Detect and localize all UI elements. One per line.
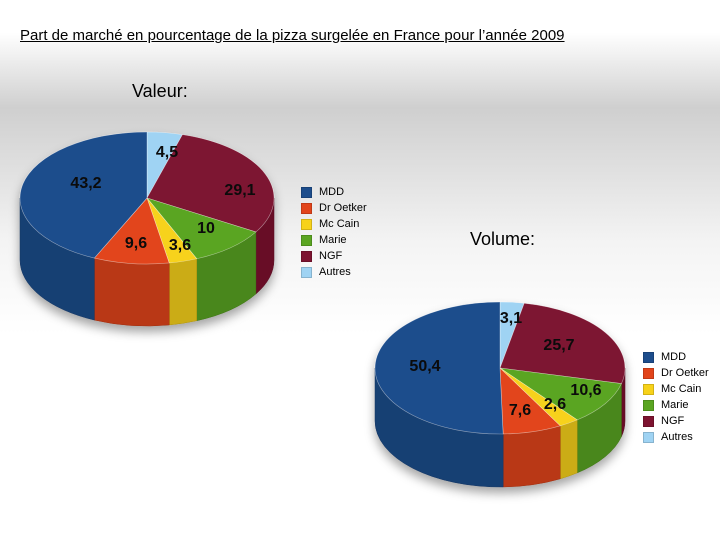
chart-title-valeur: Valeur: xyxy=(132,81,188,101)
pie-slice-ngf xyxy=(499,302,626,384)
legend-swatch xyxy=(643,383,654,395)
legend-item-marie: Marie xyxy=(643,397,709,413)
legend-item-dr-oetker: Dr Oetker xyxy=(643,365,709,381)
legend-swatch xyxy=(301,218,312,230)
data-label-ngf: 25,7 xyxy=(543,337,574,354)
data-label-mc-cain: 3,6 xyxy=(169,237,191,254)
legend-label: Autres xyxy=(661,431,693,443)
data-label-mdd: 50,4 xyxy=(409,358,440,375)
legend-swatch xyxy=(643,351,654,363)
legend-swatch xyxy=(301,186,312,198)
legend-valeur: MDD Dr Oetker Mc Cain Marie NGF Autres xyxy=(301,184,367,280)
legend-item-dr-oetker: Dr Oetker xyxy=(301,200,367,216)
pie-chart-volume: 50,4 7,6 2,610,6 25,7 3,1 xyxy=(374,301,626,488)
legend-label: Marie xyxy=(319,234,347,246)
data-label-dr-oetker: 7,6 xyxy=(509,402,531,419)
pie-slice-mdd xyxy=(374,301,504,435)
legend-item-autres: Autres xyxy=(643,429,709,445)
pie-side-mc-cain xyxy=(559,419,578,480)
legend-swatch xyxy=(301,250,312,262)
legend-swatch xyxy=(301,234,312,246)
data-label-autres: 4,5 xyxy=(156,144,178,161)
pie-side-dr-oetker xyxy=(502,425,561,488)
legend-label: Mc Cain xyxy=(661,383,702,395)
pie-slice-marie xyxy=(499,367,622,421)
legend-item-mc-cain: Mc Cain xyxy=(301,216,367,232)
legend-item-marie: Marie xyxy=(301,232,367,248)
legend-label: NGF xyxy=(319,250,343,262)
legend-label: MDD xyxy=(661,351,687,363)
data-label-ngf: 29,1 xyxy=(224,182,255,199)
legend-swatch xyxy=(301,202,312,214)
legend-label: Marie xyxy=(661,399,689,411)
legend-label: NGF xyxy=(661,415,685,427)
pie-chart-valeur: 43,2 9,6 3,6 10 29,1 4,5 xyxy=(19,131,275,327)
chart-title-volume: Volume: xyxy=(470,229,536,249)
pie-side-dr-oetker xyxy=(94,257,170,327)
legend-volume: MDD Dr Oetker Mc Cain Marie NGF Autres xyxy=(643,349,709,445)
data-label-marie: 10,6 xyxy=(570,382,601,399)
legend-label: Dr Oetker xyxy=(319,202,367,214)
legend-item-ngf: NGF xyxy=(643,413,709,429)
legend-item-mdd: MDD xyxy=(301,184,367,200)
legend-label: Mc Cain xyxy=(319,218,360,230)
legend-label: Autres xyxy=(319,266,351,278)
data-label-marie: 10 xyxy=(197,220,215,237)
page-title: Part de marché en pourcentage de la pizz… xyxy=(20,27,565,44)
pie-slice-dr-oetker xyxy=(93,197,170,265)
legend-swatch xyxy=(301,266,312,278)
data-label-mc-cain: 2,6 xyxy=(544,396,566,413)
legend-label: MDD xyxy=(319,186,345,198)
legend-swatch xyxy=(643,399,654,411)
legend-item-mdd: MDD xyxy=(643,349,709,365)
pie-slice-marie xyxy=(146,197,257,260)
legend-swatch xyxy=(643,367,654,379)
data-label-autres: 3,1 xyxy=(500,310,522,327)
legend-item-autres: Autres xyxy=(301,264,367,280)
legend-swatch xyxy=(643,431,654,443)
data-label-mdd: 43,2 xyxy=(70,175,101,192)
legend-swatch xyxy=(643,415,654,427)
pie-slice-mdd xyxy=(19,131,148,259)
legend-item-ngf: NGF xyxy=(301,248,367,264)
legend-item-mc-cain: Mc Cain xyxy=(643,381,709,397)
legend-label: Dr Oetker xyxy=(661,367,709,379)
data-label-dr-oetker: 9,6 xyxy=(125,235,147,252)
pie-side-mc-cain xyxy=(168,258,197,326)
